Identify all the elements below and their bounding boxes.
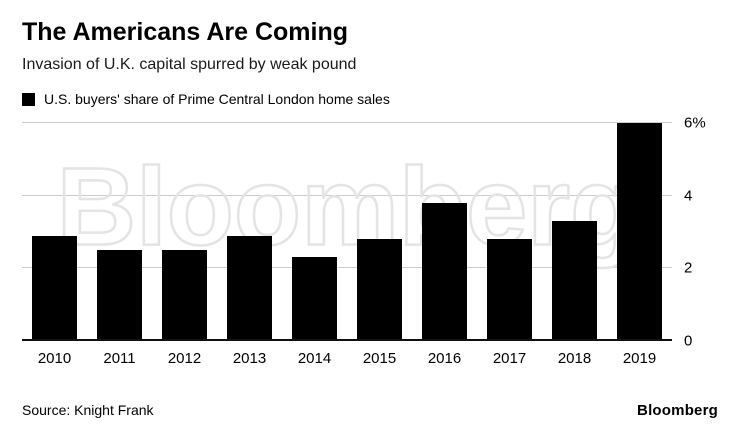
bar-slot <box>22 123 87 341</box>
x-axis-labels: 2010 2011 2012 2013 2014 2015 2016 2017 2018 2019 <box>22 350 672 367</box>
bar-2011 <box>97 250 142 341</box>
x-axis-baseline <box>22 339 672 341</box>
bloomberg-logo: Bloomberg <box>637 402 718 419</box>
x-tick-label: 2017 <box>492 350 527 367</box>
bar-2012 <box>162 250 207 341</box>
x-tick-label: 2016 <box>427 350 462 367</box>
bar-2017 <box>487 239 532 341</box>
chart-subtitle: Invasion of U.K. capital spurred by weak… <box>22 56 357 73</box>
gridline <box>22 267 672 269</box>
bars-container <box>22 123 672 341</box>
bar-2015 <box>357 239 402 341</box>
bar-slot <box>542 123 607 341</box>
legend-swatch-icon <box>22 92 35 106</box>
x-tick-label: 2012 <box>167 350 202 367</box>
bar-slot <box>282 123 347 341</box>
gridline <box>22 122 672 123</box>
y-tick-label: 6% <box>684 114 706 132</box>
x-tick-label: 2015 <box>362 350 397 367</box>
bar-slot <box>347 123 412 341</box>
footer: Source: Knight Frank Bloomberg <box>22 402 718 419</box>
bar-slot <box>477 123 542 341</box>
x-tick-label: 2013 <box>232 350 267 367</box>
x-tick-label: 2019 <box>622 350 657 367</box>
bar-slot <box>152 123 217 341</box>
legend-label: U.S. buyers' share of Prime Central Lond… <box>44 91 390 107</box>
y-tick-label: 2 <box>684 259 693 277</box>
x-tick-label: 2018 <box>557 350 592 367</box>
bar-slot <box>217 123 282 341</box>
source-text: Source: Knight Frank <box>22 402 154 418</box>
plot-area: 0 2 4 6% <box>22 116 706 349</box>
bar-2010 <box>32 235 77 341</box>
bar-slot <box>87 123 152 341</box>
bar-2019 <box>617 123 662 341</box>
y-tick-label: 4 <box>684 187 693 205</box>
legend: U.S. buyers' share of Prime Central Lond… <box>22 91 718 107</box>
x-tick-label: 2014 <box>297 350 332 367</box>
y-tick-label: 0 <box>684 332 693 350</box>
x-tick-label: 2011 <box>103 350 136 367</box>
bar-2018 <box>552 221 597 341</box>
chart-title: The Americans Are Coming <box>22 18 349 46</box>
bar-slot <box>607 123 672 341</box>
bar-2013 <box>227 235 272 341</box>
bar-slot <box>412 123 477 341</box>
gridline <box>22 194 672 196</box>
bar-2014 <box>292 257 337 341</box>
bar-chart: Bloomberg 0 2 4 6% 2010 2011 2012 2013 2014 2015… <box>22 116 706 367</box>
x-tick-label: 2010 <box>37 350 72 367</box>
bar-2016 <box>422 202 467 341</box>
